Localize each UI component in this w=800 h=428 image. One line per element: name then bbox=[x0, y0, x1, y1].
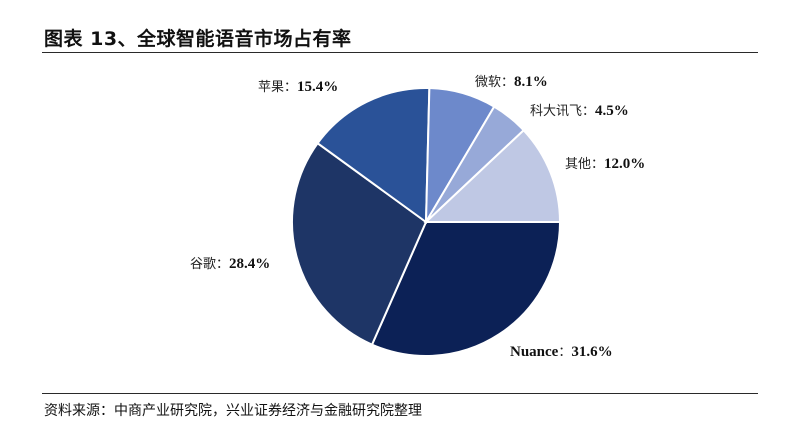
slice-label-separator: ： bbox=[501, 75, 514, 90]
slice-label-value: 31.6% bbox=[571, 344, 612, 360]
title-rule bbox=[42, 52, 758, 53]
chart-title: 图表 13、全球智能语音市场占有率 bbox=[44, 28, 352, 50]
pie-labels: Nuance：31.6%谷歌：28.4%苹果：15.4% 微软：8.1%科大讯飞：… bbox=[190, 74, 645, 360]
slice-label-1: Nuance：31.6% bbox=[510, 344, 613, 360]
pie-slice-1 bbox=[370, 221, 562, 357]
slice-label-value: 12.0% bbox=[604, 156, 645, 172]
slice-label-value: 4.5% bbox=[595, 103, 629, 119]
pie-slice-6 bbox=[423, 128, 562, 223]
slice-label-separator: ： bbox=[284, 80, 297, 95]
slice-label-separator: ： bbox=[591, 157, 604, 172]
source-note: 资料来源：中商产业研究院，兴业证券经济与金融研究院整理 bbox=[44, 403, 422, 419]
slice-label-value: 15.4% bbox=[297, 79, 338, 95]
slice-label-name: Nuance bbox=[510, 344, 559, 360]
pie-slices bbox=[291, 87, 562, 357]
slice-label-separator: ： bbox=[558, 345, 571, 360]
slice-label-name: 微软 bbox=[475, 75, 501, 90]
slice-label-3: 苹果：15.4% bbox=[258, 79, 338, 95]
slice-label-name: 谷歌 bbox=[190, 257, 216, 272]
slice-label-separator: ： bbox=[582, 104, 595, 119]
slice-label-6: 其他：12.0% bbox=[565, 156, 645, 172]
slice-label-4: 微软：8.1% bbox=[475, 74, 548, 90]
slice-label-name: 其他 bbox=[565, 157, 591, 172]
slice-label-5: 科大讯飞：4.5% bbox=[530, 103, 629, 119]
source-rule bbox=[42, 393, 758, 394]
pie-slice-3 bbox=[316, 87, 431, 224]
pie-slice-2 bbox=[291, 141, 428, 346]
slice-label-value: 28.4% bbox=[229, 256, 270, 272]
slice-label-2: 谷歌：28.4% bbox=[190, 256, 270, 272]
slice-label-separator: ： bbox=[216, 257, 229, 272]
slice-label-name: 科大讯飞 bbox=[530, 104, 582, 119]
slice-label-name: 苹果 bbox=[258, 80, 284, 95]
slice-label-value: 8.1% bbox=[514, 74, 548, 90]
